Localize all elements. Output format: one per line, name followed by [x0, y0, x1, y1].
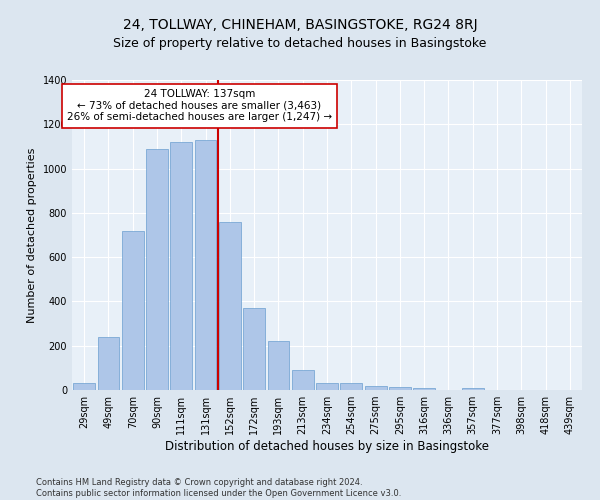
Bar: [219, 222, 241, 390]
Bar: [413, 388, 435, 390]
Bar: [462, 388, 484, 390]
Text: 24 TOLLWAY: 137sqm
← 73% of detached houses are smaller (3,463)
26% of semi-deta: 24 TOLLWAY: 137sqm ← 73% of detached hou…: [67, 90, 332, 122]
Y-axis label: Number of detached properties: Number of detached properties: [27, 148, 37, 322]
Bar: [194, 140, 217, 390]
Bar: [389, 386, 411, 390]
Bar: [316, 384, 338, 390]
Bar: [170, 142, 192, 390]
Bar: [292, 370, 314, 390]
Bar: [268, 342, 289, 390]
Bar: [73, 384, 95, 390]
Bar: [122, 230, 143, 390]
Bar: [365, 386, 386, 390]
Bar: [340, 384, 362, 390]
X-axis label: Distribution of detached houses by size in Basingstoke: Distribution of detached houses by size …: [165, 440, 489, 453]
Bar: [146, 148, 168, 390]
Bar: [243, 308, 265, 390]
Bar: [97, 337, 119, 390]
Text: Size of property relative to detached houses in Basingstoke: Size of property relative to detached ho…: [113, 38, 487, 51]
Text: 24, TOLLWAY, CHINEHAM, BASINGSTOKE, RG24 8RJ: 24, TOLLWAY, CHINEHAM, BASINGSTOKE, RG24…: [122, 18, 478, 32]
Text: Contains HM Land Registry data © Crown copyright and database right 2024.
Contai: Contains HM Land Registry data © Crown c…: [36, 478, 401, 498]
